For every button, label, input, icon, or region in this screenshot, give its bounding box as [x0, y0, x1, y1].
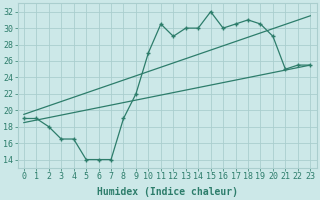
- X-axis label: Humidex (Indice chaleur): Humidex (Indice chaleur): [97, 186, 237, 197]
